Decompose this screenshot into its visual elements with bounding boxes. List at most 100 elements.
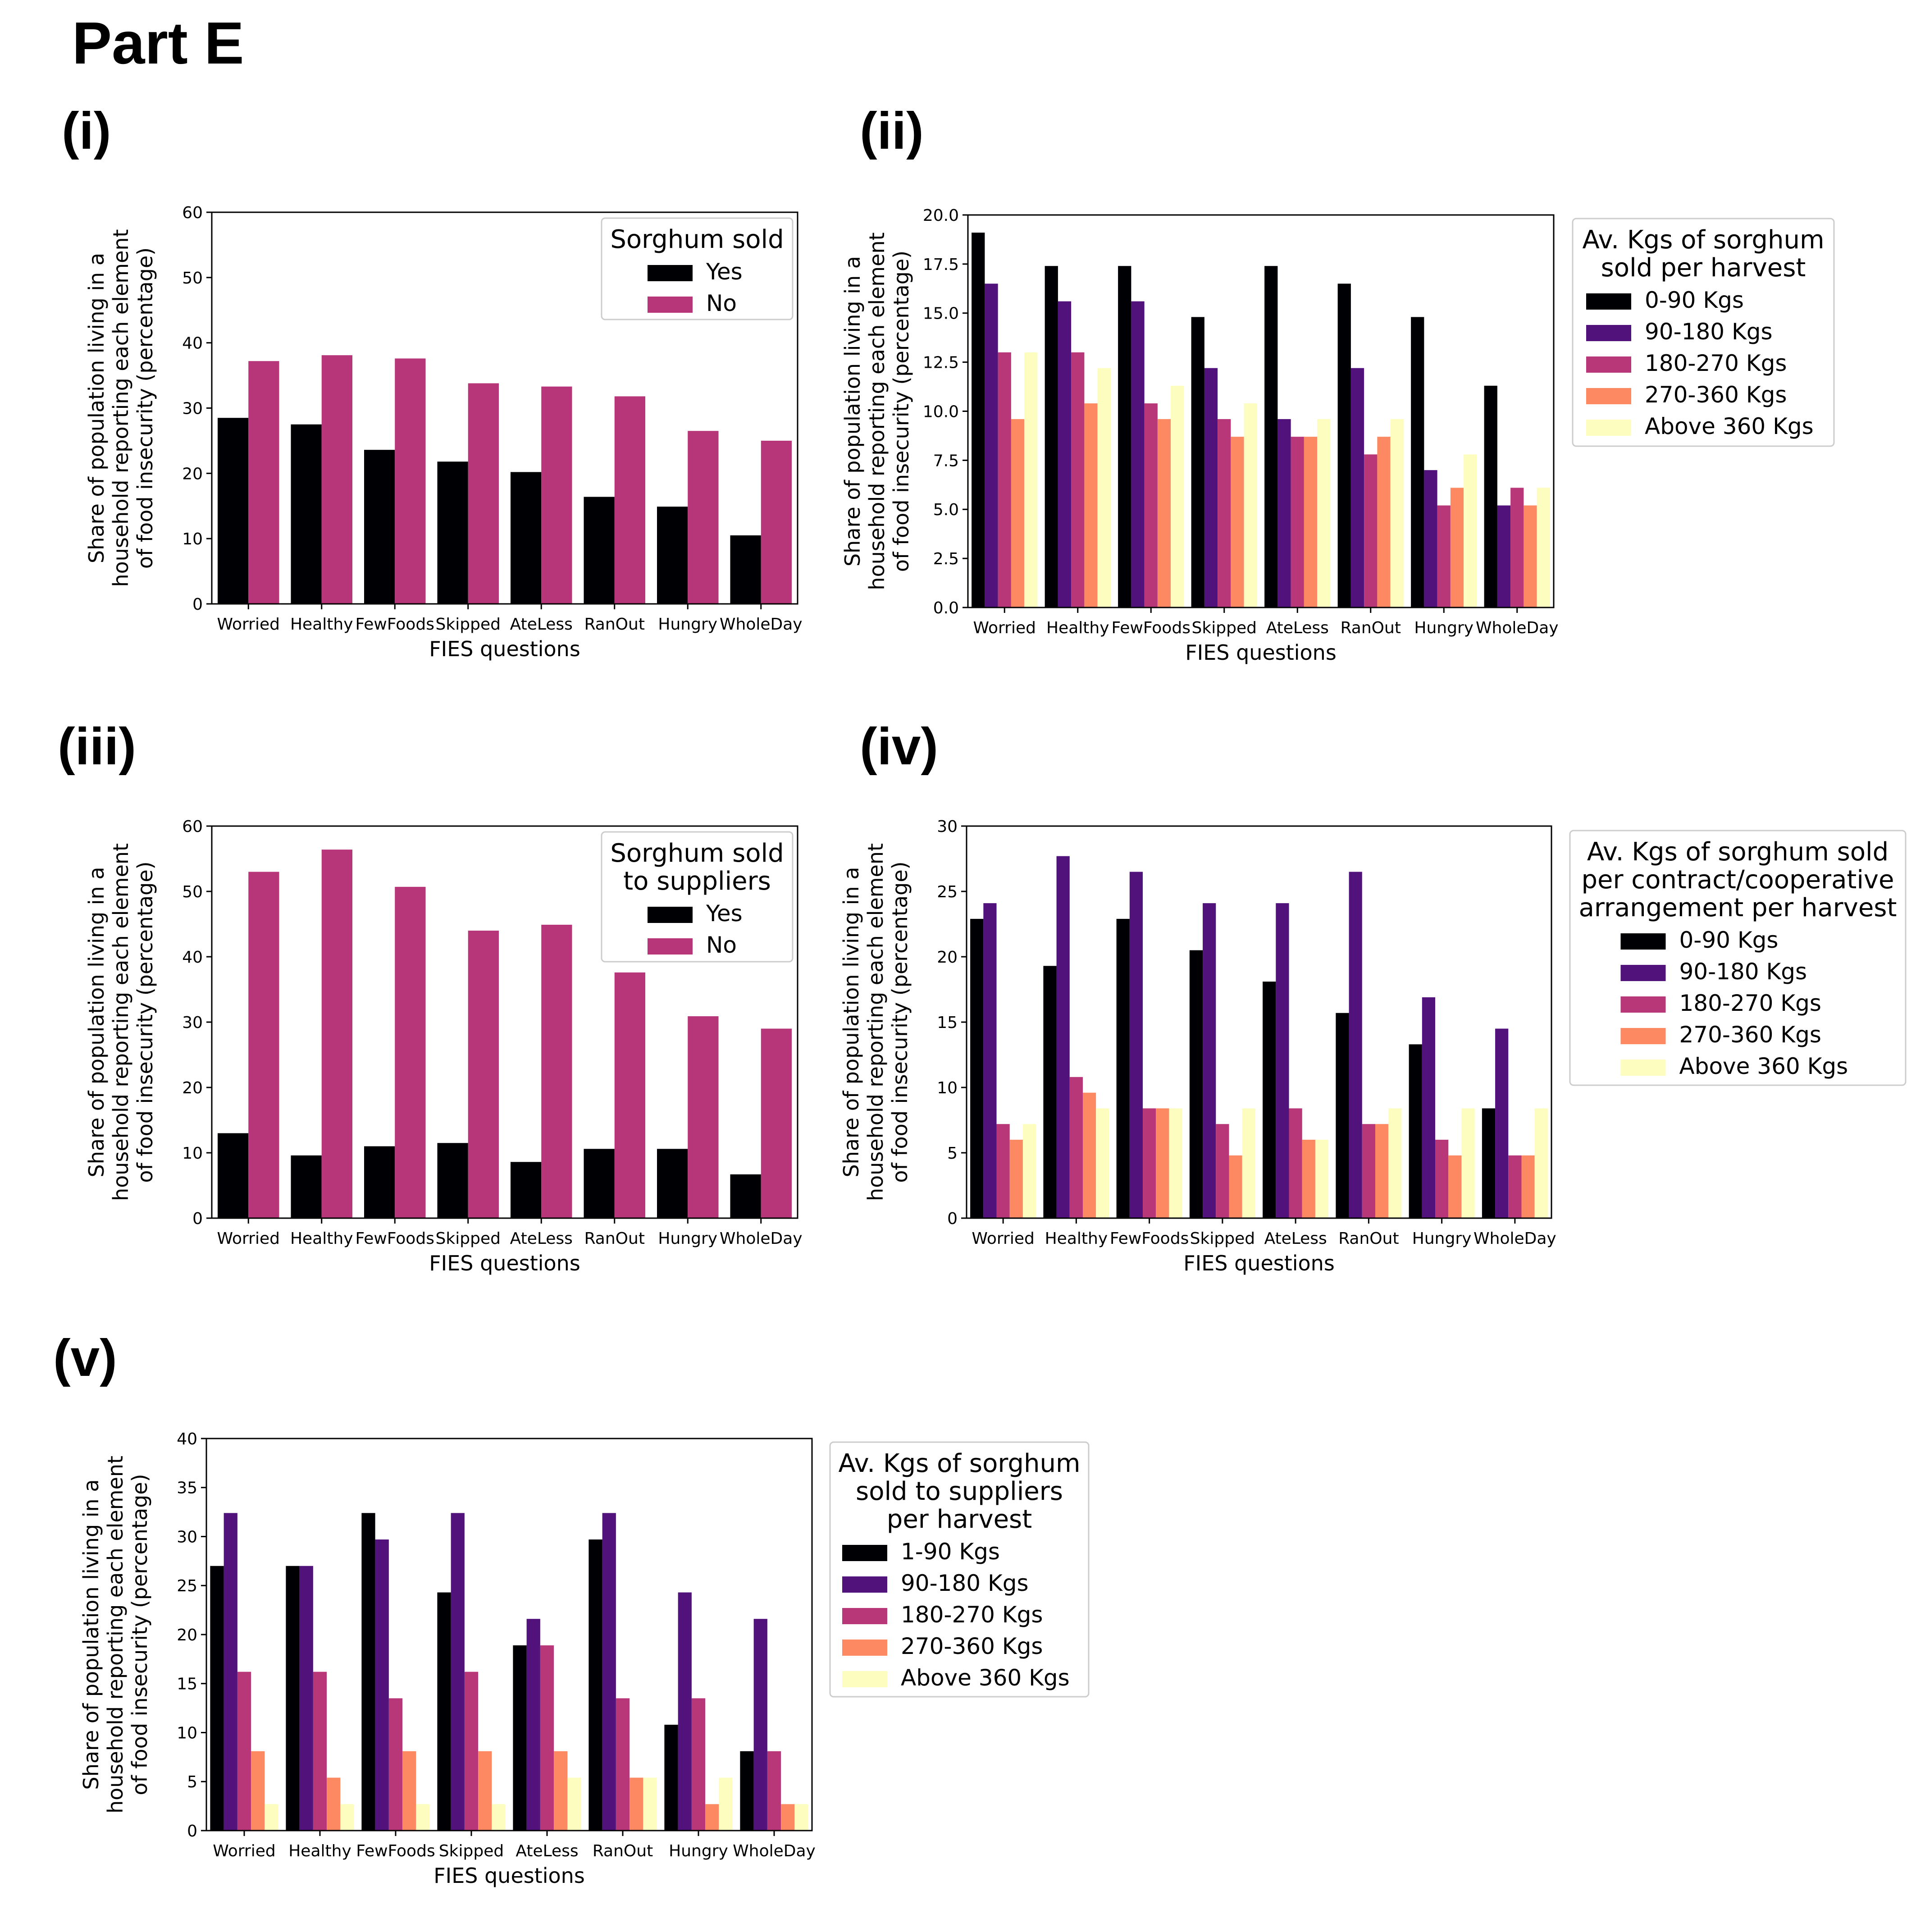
bar: [437, 461, 468, 604]
y-tick-label: 15: [937, 1014, 958, 1032]
legend-entry: 1-90 Kgs: [901, 1539, 1000, 1565]
y-tick-label: 35: [177, 1479, 197, 1498]
bar: [584, 1149, 615, 1218]
legend-swatch: [842, 1671, 887, 1687]
x-tick-label: Healthy: [288, 1842, 351, 1860]
bar: [1277, 419, 1291, 607]
x-tick-label: RanOut: [593, 1842, 653, 1860]
bar: [1388, 1108, 1402, 1218]
legend-entry: Above 360 Kgs: [1679, 1053, 1848, 1079]
bar: [1484, 385, 1497, 607]
y-axis-label-line: Share of population living in a: [84, 253, 109, 563]
bar: [1264, 266, 1278, 607]
series-no: [248, 355, 792, 604]
bar: [688, 1016, 719, 1218]
x-tick-label: Worried: [973, 619, 1036, 637]
x-tick-label: Healthy: [290, 615, 353, 634]
legend-entry: No: [706, 290, 737, 316]
bar: [1510, 488, 1524, 607]
bar: [1362, 1124, 1375, 1218]
bar: [1524, 505, 1537, 607]
y-axis-label-line: household reporting each element: [109, 843, 133, 1201]
bar: [643, 1777, 657, 1831]
bar: [1097, 368, 1111, 607]
bar: [1011, 419, 1025, 607]
bar: [970, 918, 984, 1218]
bar: [541, 386, 572, 604]
legend: Av. Kgs of sorghum sold per harvest 0-90 …: [1572, 218, 1835, 447]
y-axis-label-line: household reporting each element: [103, 1456, 128, 1813]
legend-swatch: [648, 297, 693, 313]
panel-label-ii: (ii): [860, 101, 924, 160]
bar: [753, 1619, 767, 1831]
bar: [1129, 872, 1143, 1218]
bar: [437, 1143, 468, 1218]
legend-swatch: [1620, 933, 1666, 950]
x-tick-label: Skipped: [1190, 1229, 1255, 1248]
y-axis-label-line: of food insecurity (percentage): [133, 247, 157, 569]
y-tick-label: 20: [937, 948, 958, 967]
bar: [1169, 1108, 1182, 1218]
legend-title: Sorghum sold: [610, 225, 784, 254]
bar: [1390, 419, 1404, 607]
x-tick-label: Skipped: [439, 1842, 504, 1860]
x-tick-label: Healthy: [1046, 619, 1109, 637]
bar: [1024, 352, 1038, 607]
x-tick-label: AteLess: [510, 615, 573, 634]
bar: [265, 1804, 278, 1831]
legend-box: [601, 831, 794, 963]
bar: [588, 1539, 602, 1831]
x-tick-label: Worried: [972, 1229, 1034, 1248]
y-tick-label: 10: [177, 1724, 197, 1742]
bar: [1263, 982, 1276, 1218]
bar: [1143, 1108, 1156, 1218]
series-yes: [218, 418, 761, 604]
series-above-360-kgs: [1024, 352, 1550, 607]
bar: [1189, 950, 1203, 1218]
bar: [584, 497, 615, 604]
y-tick-label: 0: [192, 1210, 203, 1228]
page-title: Part E: [72, 10, 244, 76]
y-tick-label: 17.5: [923, 256, 959, 274]
bar: [1058, 301, 1072, 607]
legend-entry: Yes: [706, 900, 743, 927]
legend-entry: 180-270 Kgs: [1679, 990, 1821, 1016]
y-tick-label: 15.0: [923, 305, 959, 323]
legend-swatch: [648, 938, 693, 955]
legend-swatch: [1620, 996, 1666, 1013]
legend-entry: No: [706, 932, 737, 958]
bar: [554, 1751, 568, 1831]
bar: [541, 924, 572, 1218]
bar: [767, 1751, 781, 1831]
legend-entry: 270-360 Kgs: [901, 1633, 1043, 1659]
bar: [468, 931, 499, 1218]
bar: [678, 1592, 692, 1831]
bar: [1082, 1092, 1096, 1218]
bar: [218, 418, 249, 604]
bar: [1069, 1077, 1083, 1218]
bar: [972, 233, 985, 607]
x-tick-label: FewFoods: [356, 1842, 435, 1860]
legend-entry: Above 360 Kgs: [1645, 413, 1814, 439]
legend-swatch: [648, 907, 693, 923]
bar: [1349, 872, 1362, 1218]
bar: [1056, 856, 1070, 1218]
chart-v: 0 5 10 15 20 25 30 35 40 Worried Healthy FewFoods Sk…: [79, 1430, 1090, 1888]
x-tick-label: Worried: [217, 1229, 280, 1248]
bar: [291, 1155, 322, 1218]
bar: [761, 1028, 792, 1218]
legend-title: Sorghum sold: [610, 839, 784, 868]
bar: [364, 1146, 395, 1218]
y-tick-label: 2.5: [933, 550, 959, 568]
bar: [395, 358, 426, 604]
legend-entry: 270-360 Kgs: [1679, 1022, 1821, 1048]
y-tick-label: 0.0: [933, 599, 959, 617]
bar: [1424, 470, 1437, 607]
legend-title: Av. Kgs of sorghum: [838, 1449, 1080, 1478]
bar: [224, 1513, 237, 1831]
bar: [688, 431, 719, 604]
bar: [1244, 403, 1257, 607]
legend-entry: 180-270 Kgs: [901, 1602, 1043, 1628]
x-tick-label: AteLess: [1264, 1229, 1327, 1248]
